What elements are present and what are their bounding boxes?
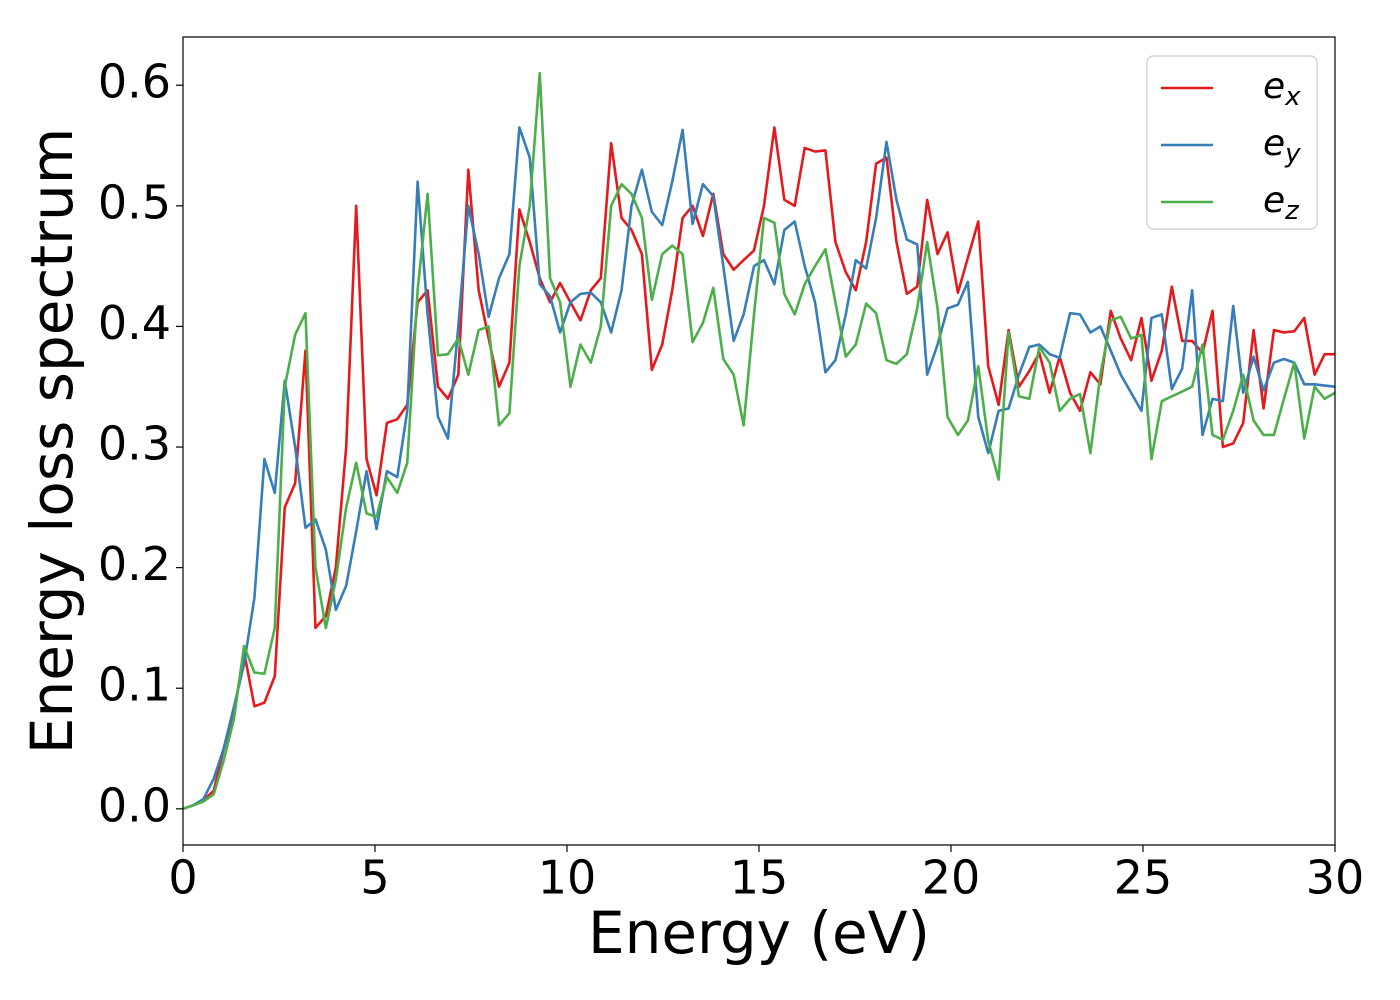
y-axis-label: Energy loss spectrum: [18, 128, 86, 754]
y-tick-label: 0.1: [98, 658, 171, 712]
y-tick-label: 0.4: [98, 296, 171, 350]
x-tick-label: 20: [922, 851, 981, 905]
legend-label: ex: [1263, 66, 1301, 112]
series-line: [183, 126, 1335, 811]
legend-box: [1146, 55, 1318, 230]
x-tick-label: 10: [538, 851, 597, 905]
x-tick-label: 5: [360, 851, 389, 905]
y-tick-label: 0.5: [98, 175, 171, 229]
legend-label: ey: [1263, 123, 1301, 169]
x-tick-label: 25: [1114, 851, 1173, 905]
y-tick-label: 0.0: [98, 778, 171, 832]
x-tick-label: 0: [168, 851, 197, 905]
plot-frame: [182, 36, 1336, 846]
y-tick-label: 0.2: [98, 537, 171, 591]
x-axis-label: Energy (eV): [588, 899, 930, 967]
legend-label: ez: [1263, 180, 1300, 226]
series-line: [183, 71, 1335, 811]
y-tick-label: 0.3: [98, 417, 171, 471]
x-tick-label: 15: [730, 851, 789, 905]
x-tick-label: 30: [1306, 851, 1365, 905]
y-tick-label: 0.6: [98, 55, 171, 109]
